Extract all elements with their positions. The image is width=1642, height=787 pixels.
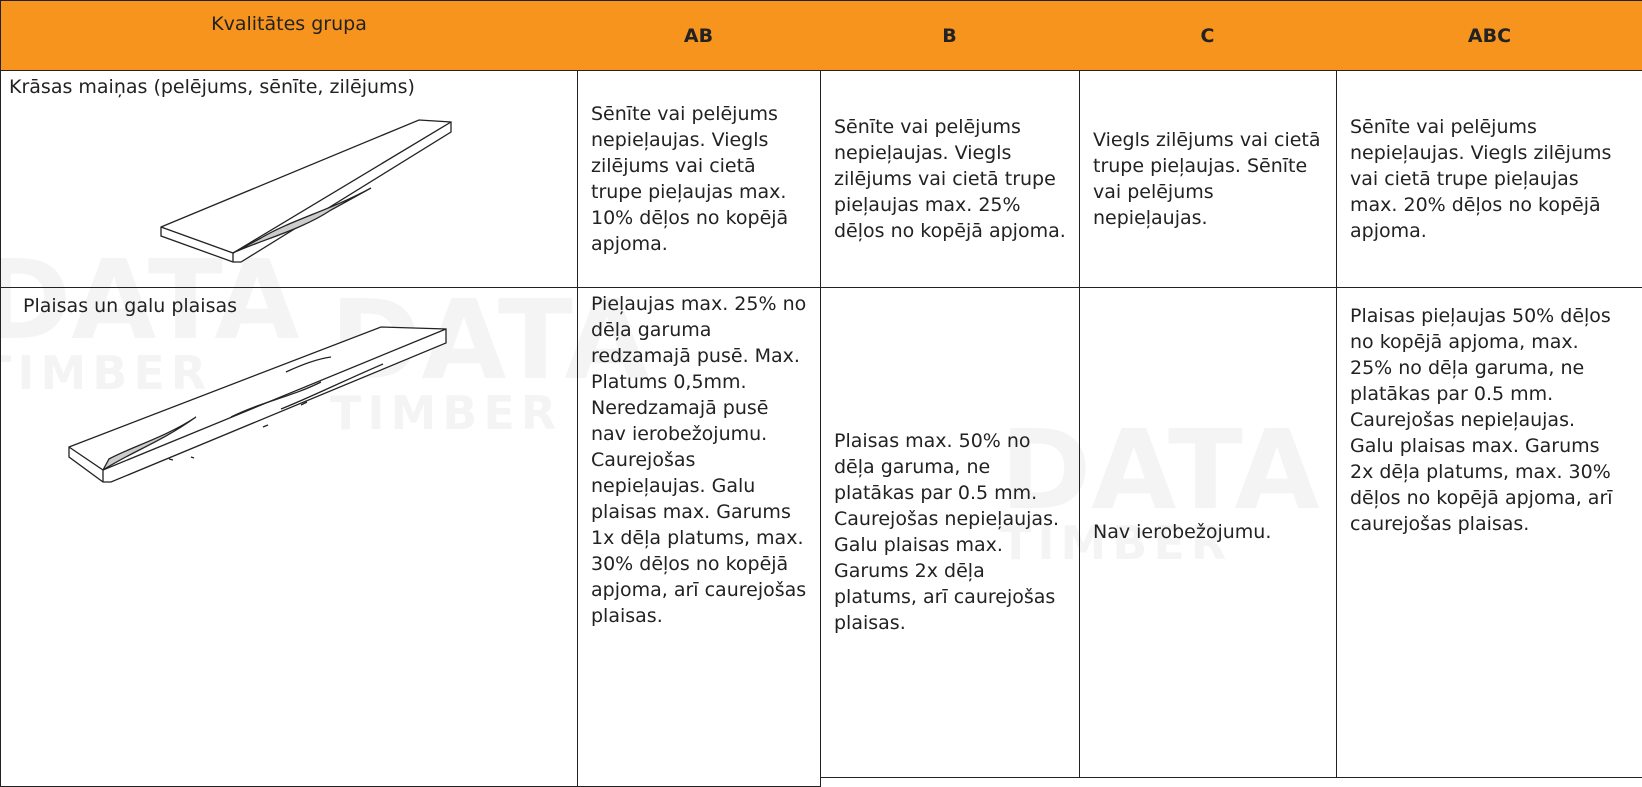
cell: Nav ierobežojumu. — [1079, 287, 1337, 778]
cell: Plaisas max. 50% no dēļa garuma, ne plat… — [820, 287, 1080, 778]
header-cell: Kvalitātes grupa — [0, 0, 578, 71]
cell: Plaisas pieļaujas 50% dēļos no kopējā ap… — [1336, 287, 1642, 778]
cell: Sēnīte vai pelējums nepieļaujas. Viegls … — [1336, 70, 1642, 288]
row-label: Plaisas un galu plaisas — [23, 295, 238, 317]
header-cell: B — [820, 0, 1080, 71]
cell: Pieļaujas max. 25% no dēļa garuma redzam… — [577, 287, 821, 787]
header-cell: AB — [577, 0, 821, 71]
row-label-cell: Plaisas un galu plaisas — [0, 287, 578, 787]
row-label-cell: Krāsas maiņas (pelējums, sēnīte, zilējum… — [0, 70, 578, 288]
cell: Viegls zilējums vai cietā trupe pieļauja… — [1079, 70, 1337, 288]
cell: Sēnīte vai pelējums nepieļaujas. Viegls … — [577, 70, 821, 288]
header-cell: C — [1079, 0, 1337, 71]
board-illustration — [160, 119, 452, 263]
header-cell: ABC — [1336, 0, 1642, 71]
board-illustration — [68, 326, 447, 483]
cell: Sēnīte vai pelējums nepieļaujas. Viegls … — [820, 70, 1080, 288]
row-label: Krāsas maiņas (pelējums, sēnīte, zilējum… — [9, 76, 415, 98]
